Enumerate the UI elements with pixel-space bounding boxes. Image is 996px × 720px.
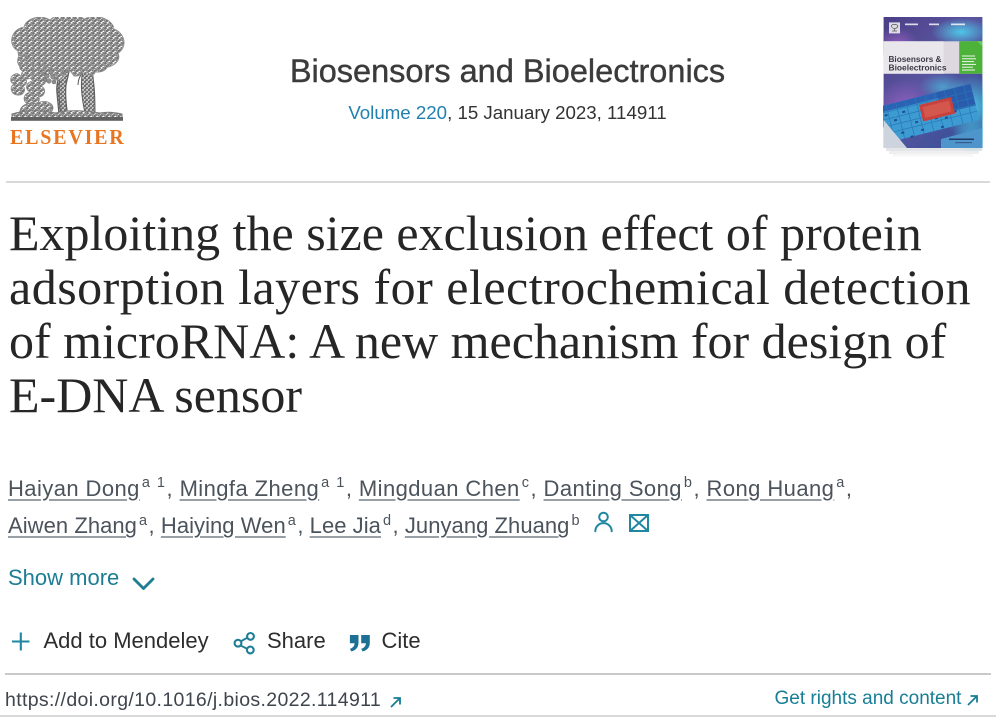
svg-text:Biosensors &: Biosensors & xyxy=(889,54,942,64)
svg-text:Bioelectronics: Bioelectronics xyxy=(889,63,947,73)
